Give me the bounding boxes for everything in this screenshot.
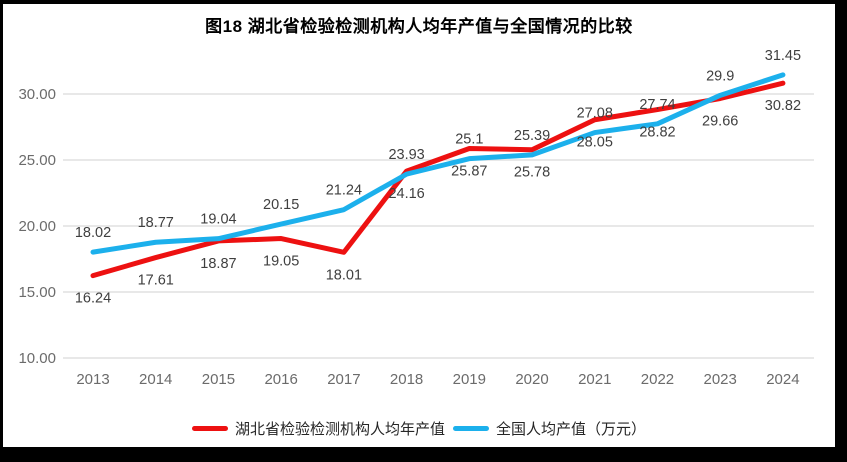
legend-swatch-national-line [453, 426, 489, 431]
data-label-national: 27.08 [577, 106, 613, 122]
data-label-hubei: 24.16 [388, 186, 424, 202]
legend-item-national: 全国人均产值（万元） [453, 418, 646, 439]
data-label-national: 18.02 [75, 225, 111, 241]
x-axis-tick-label: 2020 [515, 371, 548, 388]
data-label-hubei: 18.87 [200, 256, 236, 272]
x-axis-tick-label: 2017 [327, 371, 360, 388]
data-label-hubei: 19.05 [263, 254, 299, 270]
series-line-national [90, 72, 786, 255]
x-axis-tick-label: 2023 [704, 371, 737, 388]
data-label-national: 18.77 [138, 215, 174, 231]
y-axis-tick-label: 25.00 [18, 152, 56, 169]
data-label-hubei: 18.01 [326, 267, 362, 283]
chart-title: 图18 湖北省检验检测机构人均年产值与全国情况的比较 [205, 17, 633, 36]
data-label-national: 19.04 [200, 212, 236, 228]
series-line-hubei [90, 80, 786, 279]
legend-swatch-hubei-line [191, 426, 228, 431]
x-axis-tick-label: 2019 [453, 371, 486, 388]
data-label-national: 31.45 [765, 48, 801, 64]
y-axis-tick-label: 15.00 [18, 284, 56, 301]
data-label-hubei: 29.66 [702, 113, 738, 129]
data-label-hubei: 25.78 [514, 165, 550, 181]
x-axis-tick-label: 2022 [641, 371, 674, 388]
data-label-hubei: 30.82 [765, 98, 801, 114]
x-axis-tick-label: 2024 [766, 371, 799, 388]
x-axis-tick-label: 2021 [578, 371, 611, 388]
data-label-national: 25.1 [455, 132, 483, 148]
legend-item-hubei: 湖北省检验检测机构人均年产值 [191, 418, 445, 439]
data-label-national: 23.93 [388, 147, 424, 163]
x-axis-tick-label: 2014 [139, 371, 172, 388]
data-label-national: 20.15 [263, 197, 299, 213]
legend-label-hubei: 湖北省检验检测机构人均年产值 [234, 421, 445, 438]
y-axis-tick-label: 20.00 [18, 218, 56, 235]
data-label-national: 27.74 [639, 97, 675, 113]
data-label-national: 21.24 [326, 183, 362, 199]
x-axis-tick-label: 2016 [264, 371, 297, 388]
data-label-hubei: 17.61 [138, 273, 174, 289]
legend: 湖北省检验检测机构人均年产值 全国人均产值（万元） [3, 418, 835, 439]
data-label-hubei: 28.05 [577, 135, 613, 151]
data-label-national: 29.9 [706, 68, 734, 84]
data-label-hubei: 28.82 [639, 125, 675, 141]
x-axis-tick-label: 2018 [390, 371, 423, 388]
x-axis-tick-label: 2013 [76, 371, 109, 388]
x-axis-tick-label: 2015 [202, 371, 235, 388]
y-axis-tick-label: 10.00 [18, 350, 56, 367]
data-label-hubei: 16.24 [75, 291, 111, 307]
y-axis-tick-label: 30.00 [18, 86, 56, 103]
data-label-national: 25.39 [514, 128, 550, 144]
data-label-hubei: 25.87 [451, 164, 487, 180]
legend-label-national: 全国人均产值（万元） [496, 421, 647, 438]
